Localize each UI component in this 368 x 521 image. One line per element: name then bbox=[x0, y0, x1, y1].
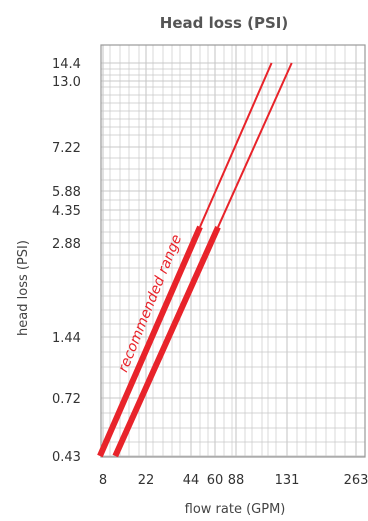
y-tick-label: 13.0 bbox=[52, 75, 81, 90]
x-tick-label: 44 bbox=[183, 473, 200, 488]
y-tick-label: 14.4 bbox=[52, 57, 81, 72]
x-tick-label: 131 bbox=[275, 473, 300, 488]
y-tick-label: 0.72 bbox=[52, 392, 81, 407]
series-line-thick-1 bbox=[97, 225, 203, 458]
y-tick-label: 1.44 bbox=[52, 331, 81, 346]
x-tick-label: 263 bbox=[344, 473, 368, 488]
y-tick-label: 4.35 bbox=[52, 204, 81, 219]
x-tick-label: 60 bbox=[207, 473, 224, 488]
tick-labels: 8 22 44 60 88 131 263 0.43 0.72 1.44 2.88 4.35 5.88 7… bbox=[52, 57, 368, 488]
series-lines bbox=[97, 62, 293, 458]
plot-frame bbox=[100, 44, 366, 458]
y-tick-label: 0.43 bbox=[52, 450, 81, 465]
x-tick-label: 22 bbox=[138, 473, 155, 488]
series-line-thick-2 bbox=[112, 225, 221, 458]
x-tick-label: 88 bbox=[228, 473, 245, 488]
x-tick-label: 8 bbox=[99, 473, 107, 488]
recommended-range-annotation: recommended range bbox=[115, 232, 185, 374]
series-line-thin-1 bbox=[199, 62, 273, 228]
y-tick-label: 7.22 bbox=[52, 141, 81, 156]
y-tick-label: 5.88 bbox=[52, 185, 81, 200]
series-line-thin-2 bbox=[217, 62, 293, 228]
plot-border bbox=[100, 44, 366, 458]
y-tick-label: 2.88 bbox=[52, 237, 81, 252]
y-axis-label: head loss (PSI) bbox=[16, 240, 31, 336]
chart-title: Head loss (PSI) bbox=[160, 14, 288, 32]
x-axis-label: flow rate (GPM) bbox=[185, 502, 286, 517]
